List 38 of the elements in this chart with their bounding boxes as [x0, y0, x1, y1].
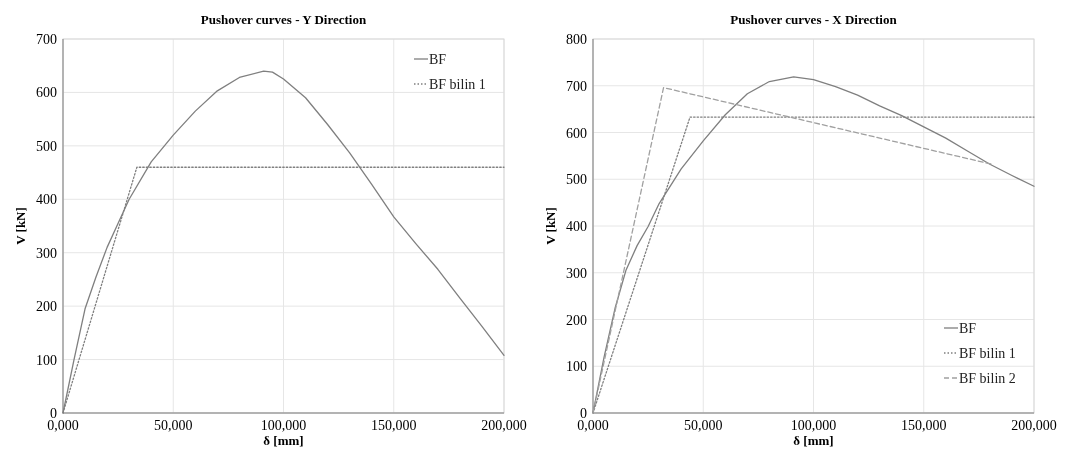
x-axis-title: δ [mm] — [263, 433, 304, 448]
x-tick-label: 50,000 — [684, 418, 723, 433]
x-axis-title: δ [mm] — [793, 433, 834, 448]
y-tick-label: 100 — [36, 352, 57, 368]
x-tick-label: 100,000 — [260, 418, 307, 433]
x-tick-label: 200,000 — [481, 418, 527, 433]
y-tick-label: 700 — [36, 32, 57, 47]
chart-title: Pushover curves - Y Direction — [200, 12, 367, 27]
legend-label: BF bilin 1 — [959, 346, 1016, 361]
y-tick-label: 600 — [566, 125, 587, 141]
x-tick-label: 100,000 — [790, 418, 837, 433]
x-tick-label: 0,000 — [577, 418, 609, 433]
y-axis-title: V [kN] — [13, 207, 28, 245]
y-tick-label: 800 — [566, 32, 587, 47]
y-tick-label: 500 — [566, 172, 587, 188]
y-tick-label: 400 — [566, 219, 587, 234]
legend-label: BF bilin 1 — [429, 77, 486, 92]
x-tick-label: 50,000 — [154, 418, 193, 433]
y-tick-label: 200 — [566, 312, 587, 328]
legend-label: BF — [959, 321, 977, 336]
y-tick-label: 0 — [50, 406, 57, 421]
legend-label: BF bilin 2 — [959, 371, 1016, 386]
y-tick-label: 600 — [36, 85, 57, 101]
x-tick-label: 200,000 — [1011, 418, 1057, 433]
legend-label: BF — [429, 52, 447, 67]
y-tick-label: 700 — [566, 78, 587, 94]
y-tick-label: 100 — [566, 359, 587, 375]
x-tick-label: 0,000 — [47, 418, 79, 433]
x-tick-label: 150,000 — [901, 418, 947, 433]
y-tick-label: 300 — [36, 245, 57, 261]
y-tick-label: 400 — [36, 192, 57, 208]
chart-title: Pushover curves - X Direction — [730, 12, 898, 27]
y-tick-label: 500 — [36, 138, 57, 154]
y-axis-title: V [kN] — [543, 207, 558, 245]
y-tick-label: 300 — [566, 265, 587, 281]
y-tick-label: 200 — [36, 299, 57, 315]
y-tick-label: 0 — [580, 406, 587, 421]
x-tick-label: 150,000 — [371, 418, 417, 433]
